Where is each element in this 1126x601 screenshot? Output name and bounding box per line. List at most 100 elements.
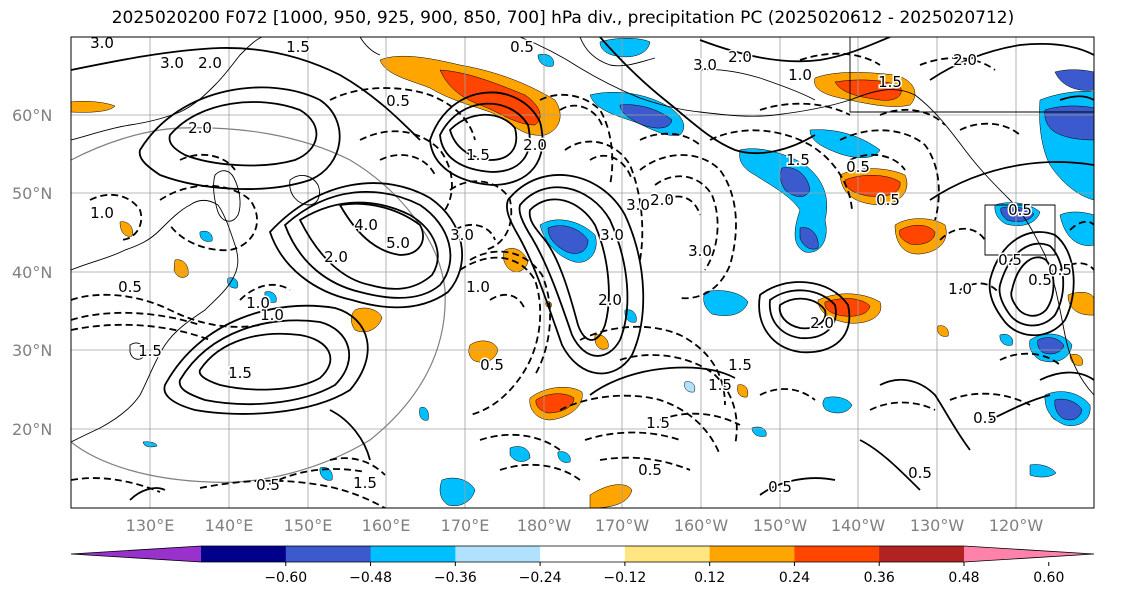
contour-label: 1.0 xyxy=(260,306,284,324)
colorbar-tick-label: 0.36 xyxy=(864,570,895,586)
contour-label: 2.0 xyxy=(650,191,674,209)
contour-label: 1.5 xyxy=(878,73,902,91)
contour-label: 2.0 xyxy=(810,314,834,332)
colorbar-tick-label: −0.12 xyxy=(603,570,646,586)
lon-label-170e: 170°E xyxy=(441,516,490,535)
contour-label: 1.0 xyxy=(246,294,270,312)
contour-label: 1.5 xyxy=(786,151,810,169)
lat-label-60n: 60°N xyxy=(12,106,52,125)
colorbar-bin xyxy=(624,546,711,562)
contour-label: 3.0 xyxy=(688,242,712,260)
colorbar-tick-label: 0.24 xyxy=(779,570,810,586)
contour-label: 1.0 xyxy=(788,66,812,84)
contour-label: 0.5 xyxy=(510,38,534,56)
colorbar-bin xyxy=(879,546,965,562)
contour-label: 5.0 xyxy=(386,234,410,252)
colorbar-tick-label: −0.24 xyxy=(519,570,562,586)
contour-label: 1.5 xyxy=(708,376,732,394)
colorbar-tick-label: 0.12 xyxy=(694,570,725,586)
contour-label: 1.5 xyxy=(138,342,162,360)
divergence-contours-negative xyxy=(71,52,1094,508)
lon-label-140e: 140°E xyxy=(205,516,254,535)
coastlines xyxy=(71,37,1094,443)
lon-label-130e: 130°E xyxy=(126,516,175,535)
colorbar-bin xyxy=(201,546,287,562)
lon-label-120w: 120°W xyxy=(989,516,1044,535)
colorbar-tick-label: −0.60 xyxy=(264,570,307,586)
contour-label: 2.0 xyxy=(324,248,348,266)
contour-label: 0.5 xyxy=(638,461,662,479)
contour-label: 3.0 xyxy=(600,226,624,244)
contour-label: 0.5 xyxy=(846,158,870,176)
colorbar-bin xyxy=(455,546,541,562)
contour-label: 1.0 xyxy=(466,278,490,296)
contour-label: 0.5 xyxy=(973,409,997,427)
contour-label: 2.0 xyxy=(598,291,622,309)
contour-label: 0.5 xyxy=(118,278,142,296)
lon-label-160w: 160°W xyxy=(674,516,729,535)
colorbar-tick-label: −0.48 xyxy=(349,570,392,586)
contour-label: 1.5 xyxy=(228,364,252,382)
contour-label: 2.0 xyxy=(953,51,977,69)
contour-label: 0.5 xyxy=(1008,201,1032,219)
contour-label: 1.5 xyxy=(466,146,490,164)
lon-label-180w: 180°W xyxy=(517,516,572,535)
contour-label: 1.0 xyxy=(90,204,114,222)
contour-label: 0.5 xyxy=(908,464,932,482)
lat-label-40n: 40°N xyxy=(12,263,52,282)
map-frame xyxy=(70,36,1095,509)
contour-labels: 3.03.0 2.02.01.5 0.50.51.52.01.05.0 3.04.02… xyxy=(89,33,1074,498)
contour-label: 1.5 xyxy=(286,38,310,56)
colorbar-bin xyxy=(794,546,880,562)
colorbar-tick-label: −0.36 xyxy=(434,570,477,586)
lon-label-150w: 150°W xyxy=(753,516,808,535)
contour-label: 0.5 xyxy=(768,478,792,496)
colorbar-bin xyxy=(285,546,372,562)
contour-label: 2.0 xyxy=(728,48,752,66)
contour-label: 2.0 xyxy=(198,54,222,72)
projection-boundary xyxy=(71,127,446,483)
contour-label: 1.5 xyxy=(728,356,752,374)
colorbar-tick-label: 0.60 xyxy=(1033,570,1064,586)
contour-label: 3.0 xyxy=(450,226,474,244)
lat-label-20n: 20°N xyxy=(12,420,52,439)
lat-label-50n: 50°N xyxy=(12,184,52,203)
contour-label: 3.0 xyxy=(160,54,184,72)
contour-label: 1.0 xyxy=(948,280,972,298)
contour-label: 0.5 xyxy=(876,191,900,209)
contour-label: 0.5 xyxy=(480,356,504,374)
contour-label: 1.5 xyxy=(646,414,670,432)
contour-label: 2.0 xyxy=(188,119,212,137)
map-title: 2025020200 F072 [1000, 950, 925, 900, 85… xyxy=(111,8,1015,28)
lon-label-140w: 140°W xyxy=(831,516,886,535)
lon-label-130w: 130°W xyxy=(910,516,965,535)
colorbar: −0.60 −0.48 −0.36 −0.24 −0.12 0.12 0.24 0.36 0.4… xyxy=(70,545,1095,586)
contour-label: 0.5 xyxy=(1028,271,1052,289)
contour-label: 3.0 xyxy=(90,34,114,52)
map-plot-area xyxy=(71,37,1094,508)
lat-label-30n: 30°N xyxy=(12,341,52,360)
divergence-contours-positive xyxy=(71,37,1094,501)
colorbar-bin xyxy=(370,546,456,562)
contour-label: 3.0 xyxy=(626,196,650,214)
lon-label-150e: 150°E xyxy=(284,516,333,535)
colorbar-outline xyxy=(70,545,1095,563)
precip-negative-shading xyxy=(142,38,1094,506)
contour-label: 0.5 xyxy=(1048,261,1072,279)
contour-label: 0.5 xyxy=(256,476,280,494)
contour-label: 4.0 xyxy=(354,216,378,234)
contour-label: 1.5 xyxy=(353,474,377,492)
contour-label: 0.5 xyxy=(386,92,410,110)
longitude-labels: 130°E 140°E 150°E 160°E 170°E 180°W 170°… xyxy=(126,516,1044,535)
latitude-labels: 60°N 50°N 40°N 30°N 20°N xyxy=(12,106,52,439)
colorbar-tick-label: 0.48 xyxy=(948,570,979,586)
colorbar-extend-high xyxy=(964,546,1094,562)
lon-label-170w: 170°W xyxy=(595,516,650,535)
contour-label: 2.0 xyxy=(523,136,547,154)
colorbar-extend-low xyxy=(71,546,201,562)
contour-label: 0.5 xyxy=(998,251,1022,269)
colorbar-bin xyxy=(709,546,795,562)
lon-label-160e: 160°E xyxy=(362,516,411,535)
colorbar-bin xyxy=(540,546,626,562)
